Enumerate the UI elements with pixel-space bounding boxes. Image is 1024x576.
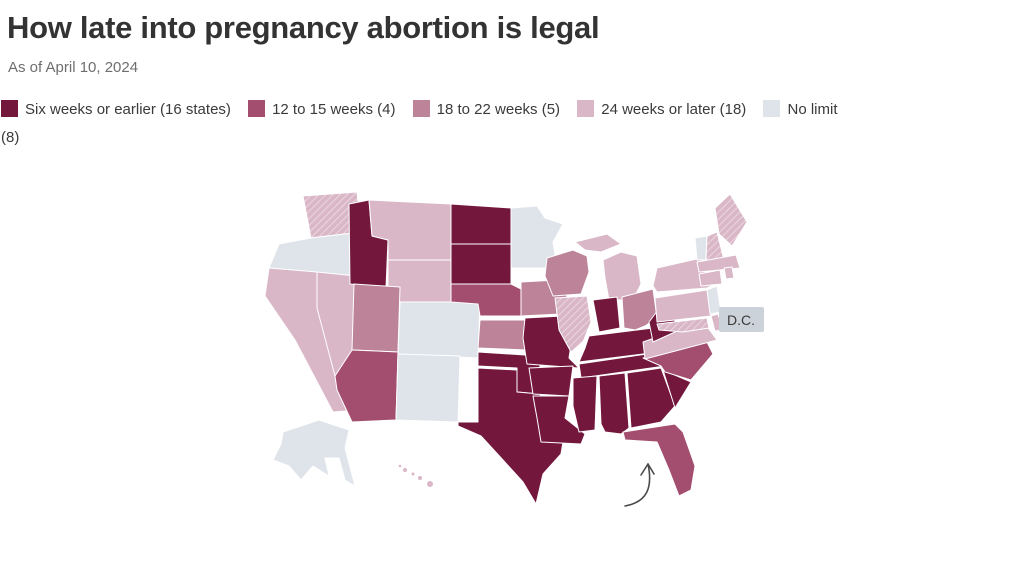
legend-swatch: [1, 100, 18, 117]
state-UT: [351, 283, 401, 353]
legend: Six weeks or earlier (16 states) 12 to 1…: [0, 97, 1024, 151]
state-AL: [598, 372, 630, 435]
state-FL: [622, 423, 696, 497]
hatch-overlay: [715, 194, 747, 246]
state-GA: [626, 367, 676, 429]
state-RI: [723, 266, 735, 280]
state-WI: [544, 249, 590, 297]
legend-swatch: [763, 100, 781, 117]
state-OH: [621, 288, 658, 331]
state-IN: [592, 296, 621, 333]
state-MN: [510, 205, 564, 269]
legend-item: 12 to 15 weeks (4): [248, 100, 395, 118]
state-CT: [698, 269, 723, 287]
state-PA: [654, 289, 712, 323]
as-of-date: As of April 10, 2024: [8, 59, 139, 76]
state-MI: [574, 233, 642, 301]
state-NJ: [706, 285, 722, 315]
legend-item: 24 weeks or later (18): [577, 100, 746, 118]
dc-label: D.C.: [727, 312, 755, 328]
state-HI: [410, 471, 416, 477]
state-AZ: [334, 349, 399, 423]
hatch-overlay: [303, 192, 361, 238]
us-choropleth-map: D.C.: [264, 191, 764, 507]
hatch-overlay: [555, 296, 591, 352]
state-HI: [397, 463, 403, 469]
state-HI: [417, 475, 423, 481]
page-title: How late into pregnancy abortion is lega…: [7, 10, 600, 45]
state-NE: [450, 283, 524, 317]
annotation-arrow: [624, 463, 651, 507]
state-ND: [450, 203, 512, 245]
legend-item: Six weeks or earlier (16 states): [1, 100, 231, 118]
state-CO: [397, 301, 481, 359]
legend-count-overflow: (8): [1, 129, 20, 146]
state-VT: [694, 235, 708, 261]
hatch-overlay: [657, 318, 709, 332]
dc-box: [719, 307, 764, 332]
legend-item: No limit: [763, 100, 838, 118]
state-LA: [532, 395, 586, 445]
state-SD: [450, 243, 512, 285]
state-AK: [272, 419, 356, 487]
us-map-container: D.C. A six-week ban will go into effect …: [255, 180, 775, 540]
state-NM: [395, 353, 461, 423]
state-HI: [402, 467, 408, 473]
legend-swatch: [248, 100, 266, 117]
state-KS: [477, 319, 528, 351]
state-AR: [528, 365, 574, 397]
state-HI: [426, 480, 434, 488]
legend-swatch: [577, 100, 595, 117]
legend-item: 18 to 22 weeks (5): [412, 100, 560, 118]
state-MS: [572, 375, 598, 433]
annotation-arrowhead: [640, 463, 655, 476]
legend-swatch: [412, 100, 430, 117]
hatch-overlay: [706, 232, 724, 260]
